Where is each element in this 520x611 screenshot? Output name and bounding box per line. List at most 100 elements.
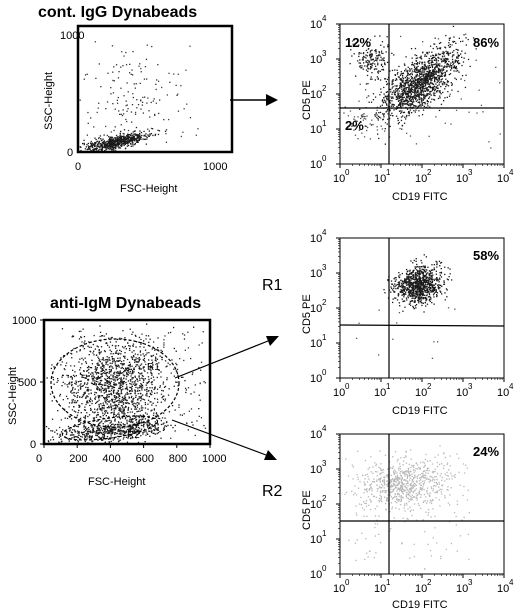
control-fl-dot	[444, 65, 446, 67]
anti-igm-scatter-dot	[70, 352, 72, 355]
control-fl-dot	[442, 84, 444, 86]
anti-igm-scatter-dot	[135, 431, 137, 433]
anti-igm-scatter-dot	[113, 410, 115, 412]
anti-igm-scatter-dot	[120, 429, 122, 431]
anti-igm-scatter-dot	[100, 340, 102, 342]
anti-igm-scatter-dot	[88, 435, 90, 438]
control-scatter-dot	[150, 127, 153, 130]
control-fl-dot	[458, 55, 460, 57]
anti-igm-scatter-dot	[152, 354, 155, 357]
anti-igm-scatter-dot	[102, 439, 104, 441]
anti-igm-scatter-dot	[86, 375, 88, 378]
anti-igm-scatter-dot	[95, 392, 98, 394]
control-scatter-dot	[112, 147, 115, 150]
anti-igm-scatter-dot	[69, 429, 71, 431]
control-fl-dot	[379, 54, 381, 56]
anti-igm-scatter-dot	[124, 418, 127, 420]
control-fl-dot	[416, 84, 418, 86]
anti-igm-scatter-dot	[148, 396, 150, 398]
control-fl-dot	[423, 82, 426, 85]
anti-igm-y-axis-title: SSC-Height	[7, 367, 19, 425]
anti-igm-scatter-dot	[71, 336, 73, 338]
anti-igm-scatter-dot	[88, 354, 90, 356]
anti-igm-scatter-dot	[82, 431, 84, 434]
control-fl-dot	[425, 67, 427, 69]
anti-igm-scatter-dot	[145, 354, 147, 356]
control-fl-dot	[432, 92, 435, 94]
anti-igm-scatter-dot	[120, 353, 122, 355]
control-fl-dot	[404, 92, 406, 94]
control-fl-dot	[363, 62, 365, 64]
control-fl-dot	[434, 94, 436, 97]
control-scatter-dot	[126, 134, 128, 137]
anti-igm-scatter-dot	[127, 389, 129, 391]
control-fl-dot	[403, 90, 406, 92]
anti-igm-scatter-dot	[163, 344, 165, 346]
control-fl-dot	[401, 101, 403, 103]
anti-igm-scatter-dot	[117, 428, 119, 431]
control-fl-dot	[408, 87, 410, 89]
anti-igm-scatter-dot	[167, 424, 169, 427]
anti-igm-scatter-dot	[110, 425, 112, 427]
control-fl-dot	[449, 46, 452, 48]
anti-igm-scatter-dot	[107, 364, 109, 366]
anti-igm-scatter-dot	[77, 400, 79, 402]
anti-igm-scatter-dot	[104, 427, 106, 429]
r1-fl-dot	[394, 291, 396, 293]
control-fl-dot	[429, 106, 431, 108]
anti-igm-scatter-dot	[103, 350, 106, 352]
anti-igm-scatter-dot	[91, 382, 93, 385]
control-fl-dot	[407, 69, 409, 72]
control-fl-dot	[364, 115, 366, 118]
control-fl-dot	[427, 78, 429, 80]
control-fl-dot	[449, 37, 451, 39]
control-fl-dot	[362, 113, 364, 116]
anti-igm-scatter-dot	[82, 346, 84, 348]
r1-fl-dot	[415, 291, 417, 293]
control-fl-dot	[435, 87, 437, 89]
anti-igm-scatter-dot	[200, 417, 203, 419]
anti-igm-scatter-dot	[91, 431, 93, 433]
anti-igm-scatter-dot	[77, 441, 79, 443]
control-scatter-dot	[120, 87, 122, 89]
control-fl-dot	[375, 50, 377, 52]
control-fl-dot	[447, 65, 449, 67]
control-fl-dot	[417, 83, 419, 86]
control-scatter-dot	[168, 118, 170, 121]
r1-fl-dot	[435, 290, 437, 292]
anti-igm-scatter-dot	[129, 345, 131, 347]
anti-igm-scatter-dot	[80, 412, 82, 414]
control-fl-dot	[408, 111, 410, 113]
anti-igm-scatter-dot	[57, 410, 59, 412]
anti-igm-scatter-dot	[204, 427, 207, 429]
control-scatter-dot	[140, 138, 142, 140]
control-fl-x-tick-exponent: 3	[468, 168, 473, 177]
anti-igm-scatter-dot	[85, 433, 87, 435]
r1-fl-dot	[412, 297, 414, 299]
anti-igm-scatter-dot	[131, 357, 133, 359]
control-fl-dot	[422, 74, 424, 76]
anti-igm-scatter-dot	[177, 374, 179, 377]
control-fl-dot	[426, 87, 429, 89]
control-fl-dot	[355, 75, 357, 77]
anti-igm-scatter-dot	[59, 395, 61, 397]
anti-igm-scatter-dot	[98, 397, 100, 399]
control-fl-dot	[395, 87, 398, 90]
anti-igm-scatter-dot	[147, 399, 150, 401]
control-fl-dot	[419, 90, 422, 92]
control-fl-dot	[416, 82, 418, 84]
control-fl-dot	[419, 104, 421, 106]
r1-fl-dot	[419, 266, 421, 268]
anti-igm-scatter-dot	[106, 425, 108, 428]
anti-igm-scatter-dot	[129, 417, 131, 419]
anti-igm-scatter-dot	[91, 441, 93, 443]
anti-igm-scatter-dot	[103, 359, 105, 361]
anti-igm-scatter-dot	[120, 360, 123, 363]
control-fl-dot	[407, 112, 410, 114]
control-scatter-dot	[127, 144, 130, 147]
anti-igm-scatter-dot	[113, 395, 115, 397]
control-scatter-dot	[142, 112, 144, 114]
anti-igm-scatter-dot	[98, 422, 100, 425]
anti-igm-scatter-dot	[173, 375, 175, 377]
control-scatter-dot	[150, 133, 153, 135]
